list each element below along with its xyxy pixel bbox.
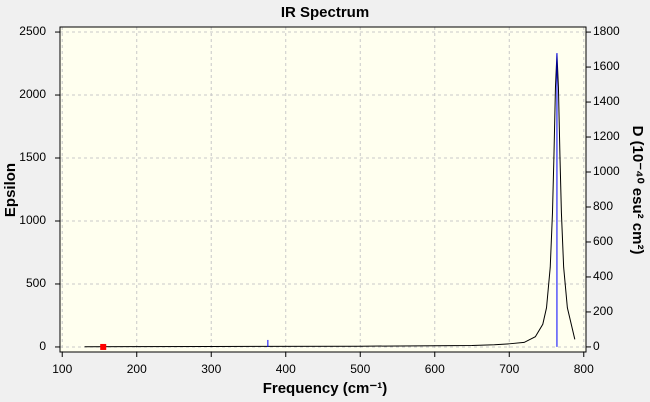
y2-tick-label: 1000 <box>593 164 620 178</box>
x-tick-label: 300 <box>201 362 221 376</box>
y-tick-label: 1000 <box>19 213 46 227</box>
y2-tick-label: 1200 <box>593 129 620 143</box>
y2-tick-label: 200 <box>593 304 613 318</box>
x-tick-label: 200 <box>127 362 147 376</box>
marker <box>100 343 107 350</box>
x-tick-label: 100 <box>52 362 72 376</box>
y2-tick-label: 600 <box>593 234 613 248</box>
x-tick-label: 500 <box>350 362 370 376</box>
y2-tick-label: 1800 <box>593 24 620 38</box>
x-tick-label: 800 <box>574 362 594 376</box>
y2-tick-label: 400 <box>593 269 613 283</box>
y2-axis-title: D (10⁻⁴⁰ esu² cm²) <box>629 126 646 255</box>
x-axis-title: Frequency (cm⁻¹) <box>263 380 388 397</box>
y-axis-title: Epsilon <box>2 163 19 217</box>
y2-tick-label: 1400 <box>593 94 620 108</box>
x-tick-label: 600 <box>425 362 445 376</box>
spectrum-line <box>84 53 576 348</box>
y2-tick-label: 1600 <box>593 59 620 73</box>
y-tick-label: 2000 <box>19 87 46 101</box>
y-tick-label: 500 <box>26 276 46 290</box>
y-tick-label: 2500 <box>19 24 46 38</box>
chart-title: IR Spectrum <box>281 4 369 21</box>
x-tick-label: 700 <box>499 362 519 376</box>
plot-frame <box>59 26 587 353</box>
y2-tick-label: 800 <box>593 199 613 213</box>
y-tick-label: 0 <box>39 339 46 353</box>
y-tick-label: 1500 <box>19 150 46 164</box>
plot-area <box>60 27 586 352</box>
x-tick-label: 400 <box>276 362 296 376</box>
y2-tick-label: 0 <box>593 339 600 353</box>
